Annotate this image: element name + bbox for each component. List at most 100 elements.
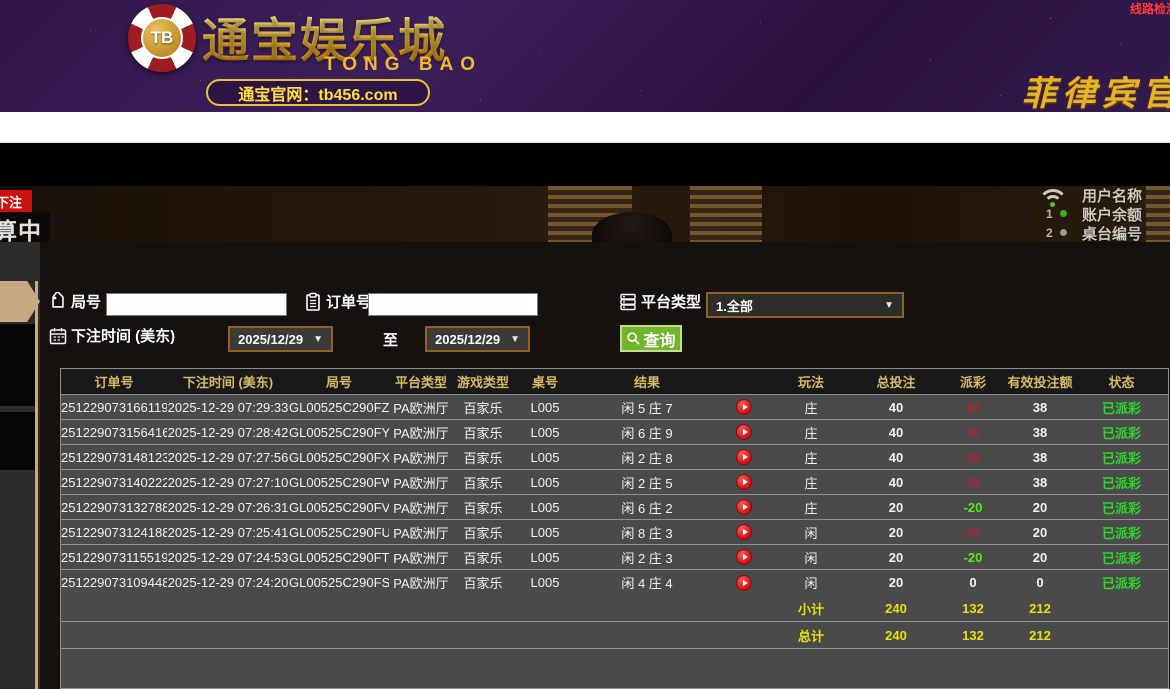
cell-payout: -20 — [963, 499, 983, 515]
cell-platform: PA欧洲厅 — [393, 475, 449, 491]
cell-total-bet: 20 — [888, 524, 904, 540]
cell-bet-time: 2025-12-29 07:24:20 — [167, 575, 289, 590]
order-number-input[interactable] — [368, 293, 538, 316]
account-info-labels: 用户名称 账户余额 桌台编号 — [1082, 187, 1142, 242]
replay-play-button[interactable] — [736, 499, 752, 515]
cell-platform: PA欧洲厅 — [393, 576, 449, 591]
cell-platform: PA欧洲厅 — [393, 425, 449, 441]
philippine-official-calligraphy: 菲律宾官方 — [1022, 76, 1170, 112]
username-label: 用户名称 — [1082, 188, 1143, 205]
cell-result: 闲 2 庄 3 — [621, 550, 673, 566]
replay-play-button[interactable] — [736, 474, 752, 490]
date-from-value: 2025/12/29 — [238, 331, 304, 347]
cell-valid-bet: 38 — [1032, 399, 1048, 415]
line-option-2[interactable]: 2 — [1046, 226, 1053, 240]
official-domain-button[interactable]: 通宝官网：tb456.com — [206, 79, 430, 106]
wifi-signal-icon — [1038, 189, 1068, 211]
cell-replay — [717, 424, 771, 440]
replay-play-button[interactable] — [736, 549, 752, 565]
cell-platform: PA欧洲厅 — [393, 500, 449, 516]
poker-chip-center: TB — [141, 17, 183, 59]
cell-status: 已派彩 — [1101, 525, 1141, 541]
cell-valid-bet: 38 — [1032, 424, 1048, 440]
table-row: 251229073148123 2025-12-29 07:27:56 GL00… — [61, 445, 1168, 470]
col-result: 结果 — [633, 375, 660, 390]
col-time: 下注时间 (美东) — [182, 375, 274, 390]
subtotal-label: 小计 — [797, 601, 824, 617]
divider-strip — [0, 112, 1170, 143]
brand-header: TB 通宝娱乐城 TONG BAO 通宝官网：tb456.com 线路检测 菲律… — [0, 0, 1170, 112]
line-option-1[interactable]: 1 — [1046, 207, 1053, 221]
order-number-label: 订单号 — [326, 294, 372, 311]
col-valid-bet: 有效投注额 — [1007, 375, 1073, 390]
table-row: 251229073156416 2025-12-29 07:28:42 GL00… — [61, 420, 1168, 445]
star-decoration — [0, 0, 1, 1]
cell-valid-bet: 38 — [1032, 474, 1048, 490]
col-payout: 派彩 — [959, 375, 986, 390]
cell-game-type: 百家乐 — [463, 425, 503, 441]
search-button-label: 查询 — [643, 332, 676, 350]
cell-bet-time: 2025-12-29 07:24:53 — [167, 549, 289, 565]
table-header-row: 订单号 下注时间 (美东) 局号 平台类型 游戏类型 桌号 结果 玩法 总投注 … — [61, 369, 1168, 395]
cell-payout: 38 — [965, 424, 981, 440]
replay-play-button[interactable] — [736, 449, 752, 465]
col-table: 桌号 — [531, 375, 558, 390]
total-total-bet: 240 — [885, 627, 907, 643]
brand-title: 通宝娱乐城 — [202, 2, 447, 71]
round-number-input[interactable] — [106, 293, 287, 316]
cell-bet-time: 2025-12-29 07:26:31 — [167, 499, 289, 515]
table-row: 251229073115519 2025-12-29 07:24:53 GL00… — [61, 545, 1168, 570]
replay-play-button[interactable] — [736, 424, 752, 440]
cell-platform: PA欧洲厅 — [393, 400, 449, 416]
date-to-value: 2025/12/29 — [435, 331, 501, 347]
cell-status: 已派彩 — [1101, 400, 1141, 416]
line-2-status-dot — [1060, 229, 1067, 236]
cell-replay — [717, 474, 771, 490]
cell-bet-time: 2025-12-29 07:29:33 — [167, 399, 289, 415]
date-to-select[interactable]: 2025/12/29 ▼ — [425, 326, 530, 352]
platform-type-label: 平台类型 — [641, 294, 702, 311]
platform-type-select[interactable]: 1.全部 ▼ — [706, 292, 904, 318]
settling-status-badge: 算中 — [0, 212, 50, 242]
cell-payout: 38 — [965, 449, 981, 465]
cell-order-number: 251229073156416 — [61, 424, 167, 440]
cell-valid-bet: 20 — [1032, 549, 1048, 565]
replay-play-button[interactable] — [736, 574, 752, 591]
cell-replay — [717, 574, 771, 591]
poker-chip-logo: TB — [128, 4, 196, 72]
replay-play-button[interactable] — [736, 524, 752, 540]
cell-order-number: 251229073124188 — [61, 524, 167, 540]
cell-payout: 20 — [965, 524, 981, 540]
table-row: 251229073140222 2025-12-29 07:27:10 GL00… — [61, 470, 1168, 495]
cell-total-bet: 40 — [888, 399, 904, 415]
table-row: 251229073124188 2025-12-29 07:25:41 GL00… — [61, 520, 1168, 545]
cell-order-number: 251229073166119 — [61, 399, 167, 415]
cell-round-number: GL00525C290FU — [289, 524, 389, 540]
cell-order-number: 251229073132788 — [61, 499, 167, 515]
side-panel-toggle-tab[interactable] — [0, 281, 40, 322]
chevron-down-icon: ▼ — [884, 299, 894, 311]
cell-game-type: 百家乐 — [463, 500, 503, 516]
clipboard-icon — [306, 292, 320, 311]
cell-platform: PA欧洲厅 — [393, 550, 449, 566]
replay-play-button[interactable] — [736, 399, 752, 415]
cell-replay — [717, 449, 771, 465]
cell-result: 闲 2 庄 8 — [621, 450, 673, 466]
cell-game-type: 百家乐 — [463, 576, 503, 591]
line-check-link[interactable]: 线路检测 — [1129, 2, 1170, 16]
subtotal-payout: 132 — [962, 600, 984, 616]
side-rail-block — [0, 412, 36, 470]
cell-result: 闲 4 庄 4 — [621, 576, 673, 591]
table-row: 251229073166119 2025-12-29 07:29:33 GL00… — [61, 395, 1168, 420]
cell-table-number: L005 — [530, 524, 560, 540]
bet-time-label: 下注时间 (美东) — [71, 328, 176, 345]
col-order: 订单号 — [94, 375, 134, 390]
date-from-select[interactable]: 2025/12/29 ▼ — [228, 326, 333, 352]
table-row: 251229073132788 2025-12-29 07:26:31 GL00… — [61, 495, 1168, 520]
server-stack-icon — [620, 293, 636, 310]
balance-label: 账户余额 — [1082, 207, 1143, 224]
subtotal-valid-bet: 212 — [1029, 600, 1051, 616]
search-button[interactable]: 查询 — [620, 325, 682, 352]
cell-total-bet: 40 — [888, 474, 904, 490]
cell-order-number: 251229073140222 — [61, 474, 167, 490]
